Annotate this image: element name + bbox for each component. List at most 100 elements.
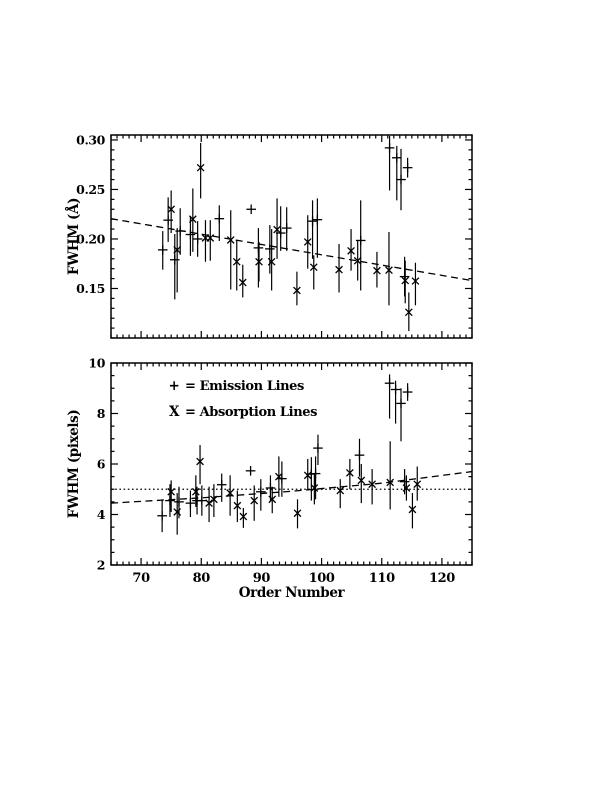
data-points: [157, 374, 422, 535]
absorption-marker: [173, 508, 182, 516]
emission-marker: [384, 378, 395, 388]
emission-marker: [246, 204, 256, 215]
emission-marker: [245, 466, 256, 476]
emission-marker: [310, 468, 321, 479]
absorption-marker: [226, 236, 235, 244]
fit-line: [110, 470, 473, 504]
absorption-marker: [303, 471, 312, 480]
absorption-marker: [232, 257, 241, 266]
emission-series: [157, 135, 413, 300]
xtick-label: 120: [429, 571, 455, 586]
emission-marker: [185, 498, 196, 508]
absorption-marker: [250, 496, 259, 505]
absorption-marker: [373, 266, 381, 275]
emission-marker: [384, 143, 395, 153]
absorption-marker: [335, 265, 343, 274]
emission-marker: [396, 398, 406, 409]
emission-marker: [197, 495, 207, 506]
data-points: [157, 135, 420, 332]
legend-entry: + = Emission Lines: [169, 378, 305, 394]
axis-frame: [110, 134, 473, 339]
absorption-marker: [233, 501, 242, 510]
absorption-marker: [188, 215, 197, 224]
absorption-marker: [368, 480, 376, 489]
absorption-marker: [357, 476, 366, 485]
absorption-marker: [336, 486, 345, 495]
fwhm-angstrom-panel: 0.15 0.20 0.25 0.30 FWHM (Å): [66, 132, 473, 339]
absorption-marker: [239, 512, 248, 521]
absorption-marker: [238, 278, 247, 287]
absorption-marker: [196, 457, 204, 466]
fwhm-pixels-panel: 2 4 6 8 10 70 80 90 100 110 120 Order Number FWHM (p…: [66, 356, 473, 601]
absorption-series: [167, 441, 422, 535]
ytick-label: 4: [97, 507, 106, 522]
ytick-label: 0.25: [76, 182, 105, 197]
emission-marker: [390, 384, 401, 395]
absorption-marker: [273, 225, 281, 234]
ytick-label: 2: [97, 558, 105, 573]
emission-marker: [165, 495, 175, 506]
emission-marker: [399, 476, 410, 487]
emission-marker: [402, 387, 413, 397]
ytick-label: 0.20: [76, 231, 106, 246]
absorption-marker: [191, 487, 200, 496]
axis-ticks: [110, 362, 473, 566]
absorption-marker: [353, 256, 362, 265]
emission-series: [157, 374, 413, 533]
absorption-marker: [411, 277, 420, 285]
absorption-marker: [205, 499, 213, 508]
legend-text: = Emission Lines: [185, 379, 304, 394]
x-axis-label: Order Number: [239, 585, 346, 601]
emission-marker: [157, 245, 168, 255]
absorption-marker: [385, 266, 393, 275]
xtick-label: 110: [369, 571, 395, 586]
legend-marker-x: X: [169, 404, 180, 420]
absorption-marker: [267, 257, 276, 266]
emission-marker: [192, 234, 203, 244]
emission-marker: [174, 497, 184, 507]
emission-marker: [312, 214, 323, 225]
xtick-label: 90: [253, 571, 271, 586]
emission-marker: [157, 510, 167, 521]
ytick-label: 10: [88, 356, 105, 371]
absorption-marker: [173, 246, 182, 254]
absorption-marker: [167, 487, 176, 496]
xtick-label: 100: [309, 571, 335, 586]
y-axis-label: FWHM (Å): [66, 198, 82, 275]
fit-line: [110, 218, 473, 282]
legend-marker-plus: +: [169, 378, 180, 394]
emission-marker: [391, 152, 402, 163]
ytick-label: 6: [97, 457, 106, 472]
emission-marker: [354, 450, 365, 460]
ytick-label: 0.30: [76, 132, 106, 147]
absorption-marker: [401, 276, 410, 285]
emission-marker: [256, 486, 266, 497]
emission-marker: [402, 162, 413, 173]
emission-marker: [169, 254, 180, 265]
ytick-label: 8: [97, 406, 106, 421]
absorption-marker: [408, 505, 417, 514]
absorption-marker: [402, 484, 411, 492]
absorption-marker: [255, 257, 263, 266]
legend-text: = Absorption Lines: [185, 405, 317, 420]
absorption-marker: [404, 308, 413, 317]
emission-marker: [307, 216, 318, 226]
emission-marker: [313, 443, 323, 453]
absorption-marker: [347, 246, 355, 255]
absorption-marker: [303, 238, 312, 246]
emission-marker: [265, 483, 276, 493]
legend: + = Emission Lines X = Absorption Lines: [169, 378, 318, 420]
y-axis-label: FWHM (pixels): [66, 410, 82, 519]
emission-marker: [355, 235, 366, 246]
emission-marker: [185, 229, 196, 240]
absorption-marker: [196, 163, 205, 172]
emission-marker: [396, 174, 406, 185]
absorption-marker: [309, 263, 318, 272]
xtick-label: 70: [132, 571, 150, 586]
ytick-label: 0.15: [76, 281, 105, 296]
absorption-marker: [275, 472, 283, 481]
emission-marker: [214, 213, 225, 224]
absorption-marker: [268, 495, 277, 504]
